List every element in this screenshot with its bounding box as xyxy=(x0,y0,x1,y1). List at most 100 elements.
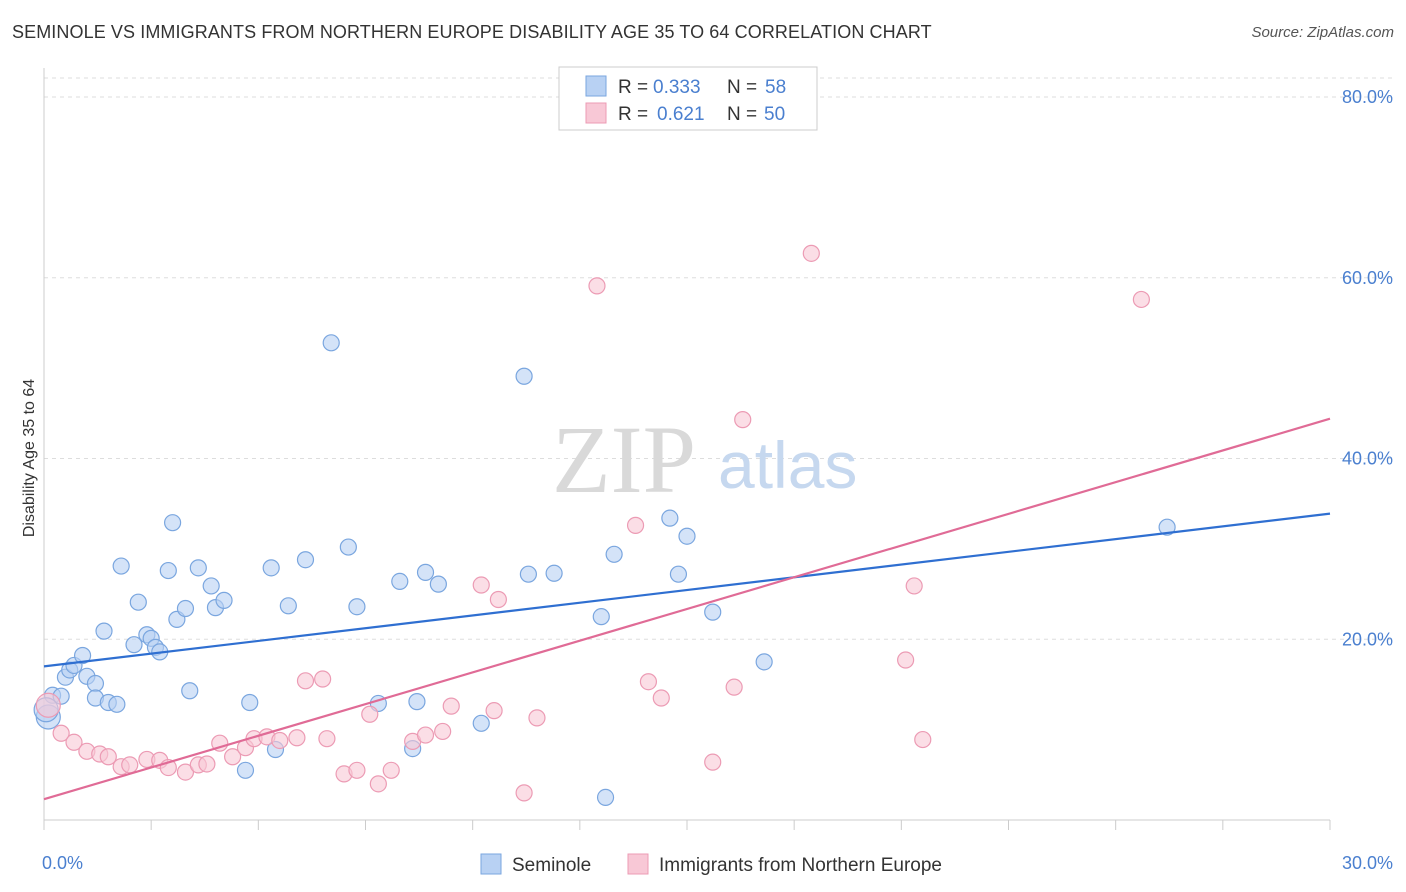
point-immigrants xyxy=(802,244,820,262)
bottom-legend: Seminole Immigrants from Northern Europe xyxy=(480,853,942,876)
point-seminole xyxy=(202,577,220,595)
point-seminole xyxy=(73,646,92,665)
point-immigrants xyxy=(176,763,195,781)
point-immigrants xyxy=(914,730,932,749)
point-seminole xyxy=(86,674,105,693)
point-immigrants xyxy=(725,678,743,696)
trend-line-immigrants xyxy=(43,417,1331,801)
point-seminole xyxy=(605,545,623,563)
point-immigrants xyxy=(348,761,366,779)
point-seminole xyxy=(176,599,195,618)
point-seminole xyxy=(1158,518,1176,536)
point-seminole xyxy=(755,653,773,671)
point-seminole xyxy=(164,514,182,532)
point-seminole xyxy=(189,559,207,577)
point-immigrants xyxy=(528,709,546,727)
watermark-atlas: atlas xyxy=(718,428,857,502)
point-seminole xyxy=(112,557,130,575)
point-seminole xyxy=(129,593,147,611)
legend-r-value-seminole: 0.333 xyxy=(653,77,701,98)
point-seminole xyxy=(429,575,447,593)
point-immigrants xyxy=(198,755,216,773)
point-immigrants xyxy=(382,761,400,779)
y-tick-label: 20.0% xyxy=(1342,629,1393,649)
legend: R = 0.333 N = 58 R = 0.621 N = 50 xyxy=(558,66,818,131)
point-seminole xyxy=(241,693,259,712)
point-immigrants xyxy=(626,516,645,534)
y-tick-label: 40.0% xyxy=(1342,449,1393,469)
point-immigrants xyxy=(1132,290,1150,309)
point-immigrants xyxy=(99,748,117,766)
point-seminole xyxy=(181,682,199,700)
legend-swatch-immigrants xyxy=(585,102,607,124)
point-seminole xyxy=(661,509,679,527)
point-seminole xyxy=(704,603,722,621)
watermark-zip: ZIP xyxy=(552,406,696,513)
point-seminole xyxy=(95,622,113,640)
point-immigrants xyxy=(369,775,387,793)
point-seminole xyxy=(215,591,233,609)
point-immigrants xyxy=(296,672,315,690)
watermark: ZIP atlas xyxy=(552,406,857,513)
point-seminole xyxy=(296,551,315,569)
point-seminole xyxy=(472,714,490,732)
point-seminole xyxy=(519,565,537,583)
point-immigrants xyxy=(35,692,61,718)
legend-n-label-seminole: N = xyxy=(727,77,757,98)
point-seminole xyxy=(348,598,366,616)
point-immigrants xyxy=(361,705,379,723)
y-tick-label: 80.0% xyxy=(1342,87,1393,107)
point-seminole xyxy=(236,761,255,779)
point-immigrants xyxy=(652,689,670,707)
point-immigrants xyxy=(442,697,460,715)
point-seminole xyxy=(279,597,297,615)
point-seminole xyxy=(339,538,357,556)
point-seminole xyxy=(322,334,340,352)
point-immigrants xyxy=(485,702,503,720)
point-immigrants xyxy=(515,784,533,802)
point-immigrants xyxy=(734,411,752,429)
point-immigrants xyxy=(288,729,306,747)
point-immigrants xyxy=(704,753,722,771)
source-label: Source: ZipAtlas.com xyxy=(1251,24,1394,41)
point-immigrants xyxy=(639,673,658,691)
legend-swatch-seminole xyxy=(585,75,607,97)
point-immigrants xyxy=(52,724,70,742)
point-seminole xyxy=(108,695,126,713)
bottom-legend-seminole: Seminole xyxy=(512,855,591,876)
legend-n-value-immigrants: 50 xyxy=(764,104,785,125)
point-immigrants xyxy=(489,590,507,609)
point-seminole xyxy=(391,572,409,591)
point-immigrants xyxy=(271,731,289,750)
point-seminole xyxy=(545,564,563,582)
point-immigrants xyxy=(905,577,923,595)
y-tick-labels: 20.0% 40.0% 60.0% 80.0% xyxy=(1342,87,1393,649)
legend-r-value-immigrants: 0.621 xyxy=(657,104,705,125)
y-axis-label: Disability Age 35 to 64 xyxy=(21,379,38,537)
point-immigrants xyxy=(314,670,332,688)
point-seminole xyxy=(678,527,696,545)
point-immigrants xyxy=(472,576,490,594)
legend-r-label-immigrants: R = xyxy=(618,104,648,125)
legend-n-value-seminole: 58 xyxy=(765,77,786,98)
point-immigrants xyxy=(318,730,336,748)
point-seminole xyxy=(159,561,177,580)
point-seminole xyxy=(262,559,280,577)
bottom-legend-swatch-immigrants xyxy=(627,853,649,875)
point-immigrants xyxy=(588,277,606,295)
point-immigrants xyxy=(211,734,229,752)
point-seminole xyxy=(592,608,610,626)
point-immigrants xyxy=(416,726,435,744)
point-seminole xyxy=(125,636,143,654)
point-seminole xyxy=(416,563,435,581)
point-immigrants xyxy=(65,733,83,751)
y-tick-label: 60.0% xyxy=(1342,268,1393,288)
x-tick-label-min: 0.0% xyxy=(42,853,83,873)
x-ticks xyxy=(43,820,1331,830)
point-seminole xyxy=(515,367,533,385)
legend-r-label-seminole: R = xyxy=(618,77,648,98)
point-immigrants xyxy=(434,722,452,741)
chart-title: SEMINOLE VS IMMIGRANTS FROM NORTHERN EUR… xyxy=(12,22,932,42)
trend-lines xyxy=(43,417,1331,801)
